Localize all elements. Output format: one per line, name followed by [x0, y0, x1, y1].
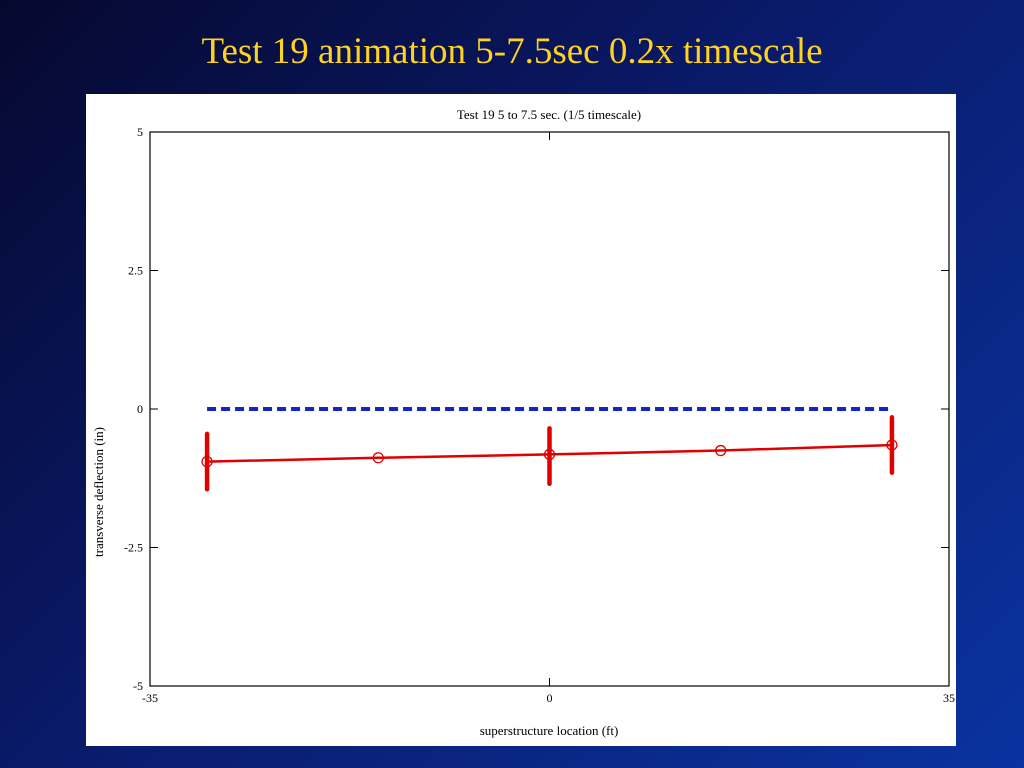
x-tick-label: 0 [547, 691, 553, 705]
line-chart: Test 19 5 to 7.5 sec. (1/5 timescale) -5… [91, 107, 955, 738]
y-tick-label: 0 [137, 402, 143, 416]
y-tick-label: -5 [133, 679, 143, 693]
deflection-point [372, 452, 384, 464]
y-tick-label: 5 [137, 125, 143, 139]
figure-panel: Test 19 5 to 7.5 sec. (1/5 timescale) -5… [86, 94, 956, 746]
x-tick-label: 35 [943, 691, 955, 705]
chart-title: Test 19 5 to 7.5 sec. (1/5 timescale) [457, 107, 641, 122]
y-tick-label: 2.5 [128, 264, 143, 278]
deflection-point [715, 444, 727, 457]
x-axis-label: superstructure location (ft) [480, 723, 619, 738]
slide-title: Test 19 animation 5-7.5sec 0.2x timescal… [201, 31, 823, 72]
tick-labels: -5 -2.5 0 2.5 5 -35 0 35 [124, 125, 955, 705]
axis-ticks [149, 131, 950, 687]
y-tick-label: -2.5 [124, 541, 143, 555]
y-axis-label: transverse deflection (in) [91, 427, 106, 557]
series-layer [201, 407, 898, 492]
x-tick-label: -35 [142, 691, 158, 705]
